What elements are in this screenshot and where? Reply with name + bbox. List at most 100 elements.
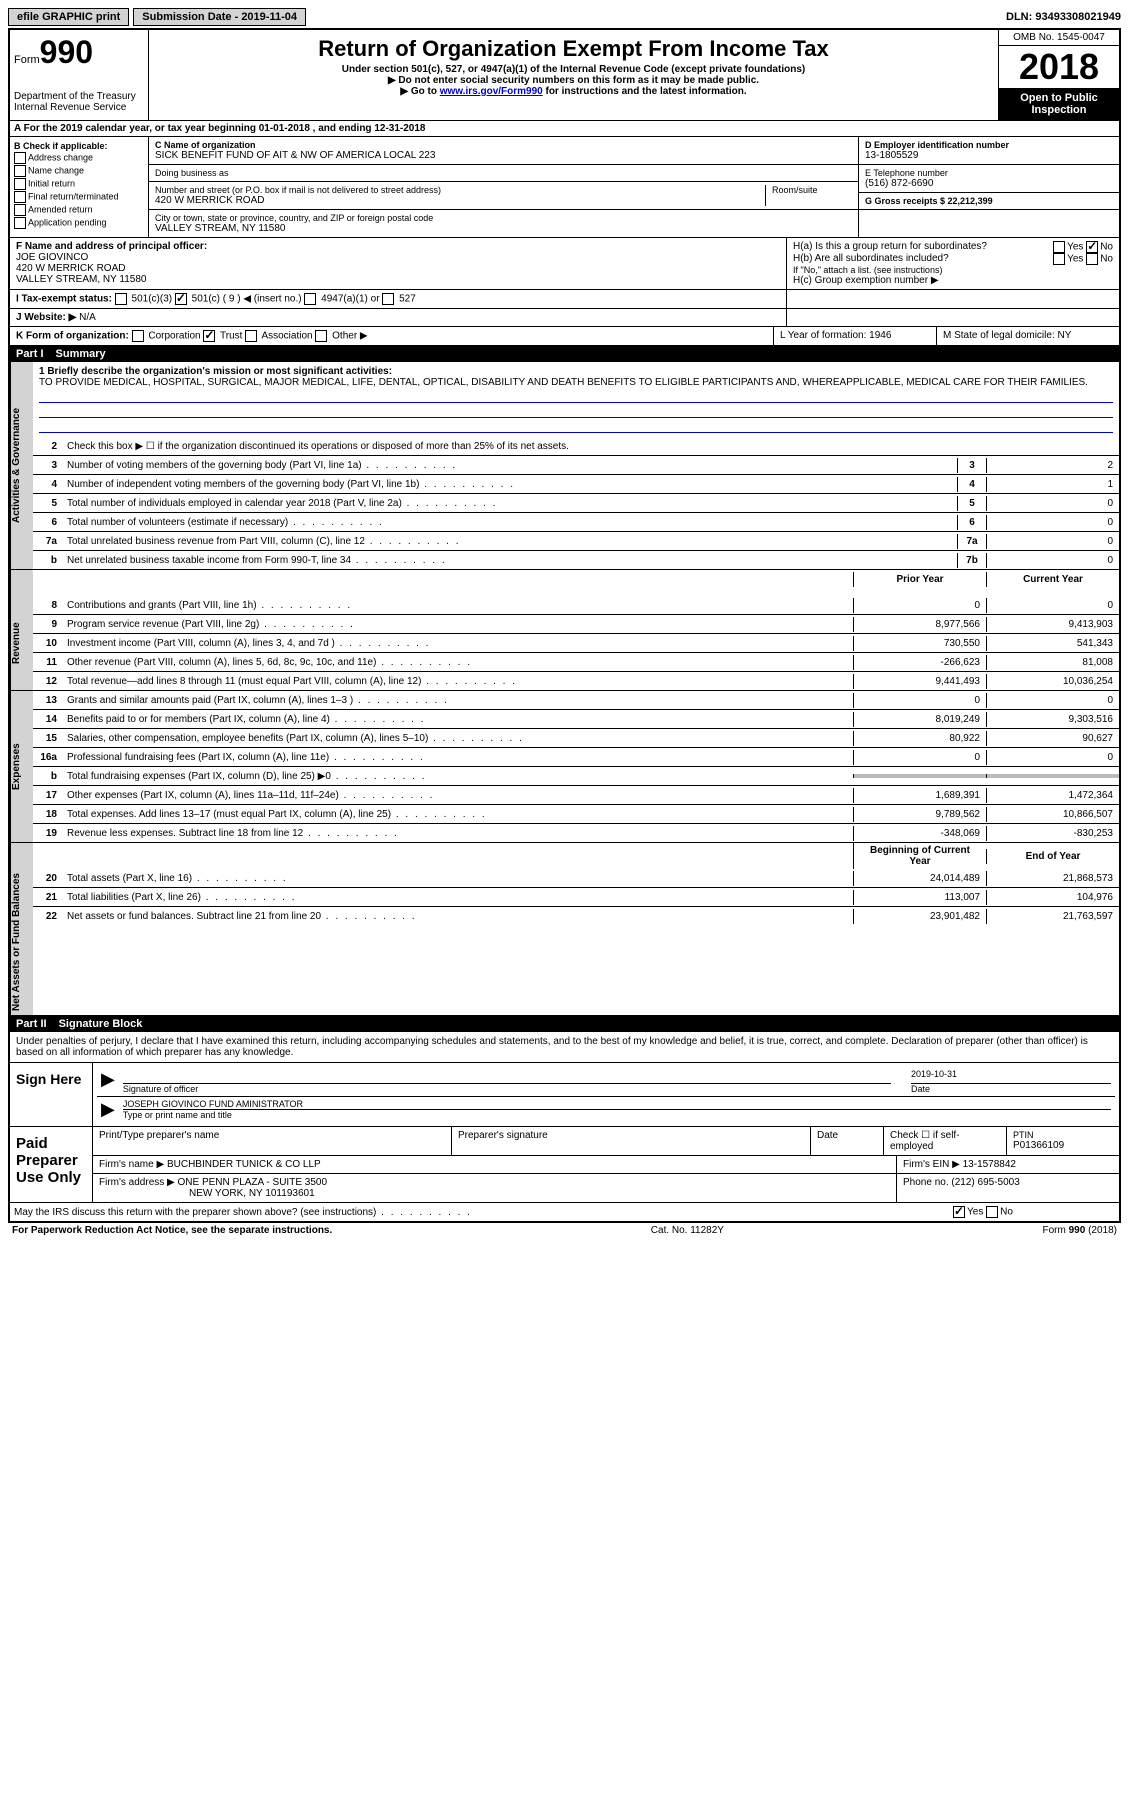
section-j: J Website: ▶ N/A (10, 309, 1119, 327)
tax-year: 2018 (999, 46, 1119, 88)
checkbox-application-pending[interactable] (14, 217, 26, 229)
line-item: 21 Total liabilities (Part X, line 26) 1… (33, 888, 1119, 907)
ha-yes[interactable] (1053, 241, 1065, 253)
officer-addr1: 420 W MERRICK ROAD (16, 263, 780, 274)
firm-phone-label: Phone no. (903, 1177, 949, 1188)
prep-name-label: Print/Type preparer's name (93, 1127, 452, 1155)
line-item: 9 Program service revenue (Part VIII, li… (33, 615, 1119, 634)
line1-label: 1 Briefly describe the organization's mi… (39, 366, 1113, 377)
footer: For Paperwork Reduction Act Notice, see … (8, 1223, 1121, 1238)
line2-desc: Check this box ▶ ☐ if the organization d… (63, 439, 1119, 454)
ptin-value: P01366109 (1013, 1140, 1113, 1151)
checkbox-final-return[interactable] (14, 191, 26, 203)
arrow-icon: ▶ (101, 1069, 115, 1094)
form-header: Form990 Department of the Treasury Inter… (10, 30, 1119, 121)
section-l: L Year of formation: 1946 (774, 327, 937, 345)
ha-no[interactable] (1086, 241, 1098, 253)
i-label: I Tax-exempt status: (16, 294, 112, 305)
section-b: B Check if applicable: Address change Na… (10, 137, 149, 237)
top-bar: efile GRAPHIC print Submission Date - 20… (8, 8, 1121, 26)
k-assoc[interactable] (245, 330, 257, 342)
part1-title: Summary (56, 348, 106, 360)
j-label: J Website: ▶ (16, 312, 76, 323)
discuss-yes[interactable] (953, 1206, 965, 1218)
line-item: b Total fundraising expenses (Part IX, c… (33, 767, 1119, 786)
k-trust[interactable] (203, 330, 215, 342)
type-name-label: Type or print name and title (123, 1110, 1111, 1120)
f-label: F Name and address of principal officer: (16, 241, 780, 252)
section-c: C Name of organization SICK BENEFIT FUND… (149, 137, 859, 237)
line-item: 22 Net assets or fund balances. Subtract… (33, 907, 1119, 925)
part2-label: Part II (16, 1018, 47, 1030)
checkbox-address-change[interactable] (14, 152, 26, 164)
gross-receipts: G Gross receipts $ 22,212,399 (865, 196, 1113, 206)
row-fh: F Name and address of principal officer:… (10, 238, 1119, 290)
line-item: 15 Salaries, other compensation, employe… (33, 729, 1119, 748)
section-klm: K Form of organization: Corporation Trus… (10, 327, 1119, 346)
end-year-header: End of Year (986, 849, 1119, 864)
netassets-header-row: Beginning of Current Year End of Year (10, 843, 1119, 869)
netassets-section: Net Assets or Fund Balances 20 Total ass… (10, 869, 1119, 1016)
k-corp[interactable] (132, 330, 144, 342)
hb-no[interactable] (1086, 253, 1098, 265)
checkbox-amended[interactable] (14, 204, 26, 216)
line-item: 16a Professional fundraising fees (Part … (33, 748, 1119, 767)
discuss-row: May the IRS discuss this return with the… (10, 1203, 1119, 1221)
ptin-label: PTIN (1013, 1130, 1113, 1140)
subtitle-3-post: for instructions and the latest informat… (543, 86, 747, 97)
website-value: N/A (79, 312, 96, 323)
c-name-label: C Name of organization (155, 140, 852, 150)
section-h: H(a) Is this a group return for subordin… (787, 238, 1119, 289)
date-label: Date (911, 1084, 1111, 1094)
form-number: 990 (40, 34, 93, 70)
irs-link[interactable]: www.irs.gov/Form990 (440, 86, 543, 97)
subtitle-3-pre: ▶ Go to (400, 86, 439, 97)
header-right: OMB No. 1545-0047 2018 Open to Public In… (998, 30, 1119, 120)
paid-preparer-section: Paid Preparer Use Only Print/Type prepar… (10, 1127, 1119, 1203)
part2-title: Signature Block (59, 1018, 143, 1030)
line-item: 6 Total number of volunteers (estimate i… (33, 513, 1119, 532)
i-4947[interactable] (304, 293, 316, 305)
revenue-header-row: Prior Year Current Year (10, 570, 1119, 596)
firm-ein-label: Firm's EIN ▶ (903, 1159, 960, 1170)
sig-date: 2019-10-31 (911, 1069, 1111, 1084)
section-f: F Name and address of principal officer:… (10, 238, 787, 289)
i-527[interactable] (382, 293, 394, 305)
line-item: 18 Total expenses. Add lines 13–17 (must… (33, 805, 1119, 824)
i-501c[interactable] (175, 293, 187, 305)
checkbox-name-change[interactable] (14, 165, 26, 177)
submission-date-button[interactable]: Submission Date - 2019-11-04 (133, 8, 306, 26)
phone-label-e: E Telephone number (865, 168, 1113, 178)
current-year-header: Current Year (986, 572, 1119, 587)
firm-ein: 13-1578842 (963, 1159, 1016, 1170)
sig-officer-label: Signature of officer (123, 1084, 891, 1094)
line-item: 4 Number of independent voting members o… (33, 475, 1119, 494)
header-left: Form990 Department of the Treasury Inter… (10, 30, 149, 120)
line-item: 20 Total assets (Part X, line 16) 24,014… (33, 869, 1119, 888)
hb-yes[interactable] (1053, 253, 1065, 265)
firm-addr-label: Firm's address ▶ (99, 1177, 175, 1188)
i-501c3[interactable] (115, 293, 127, 305)
mission-text: TO PROVIDE MEDICAL, HOSPITAL, SURGICAL, … (39, 377, 1113, 388)
vtab-revenue: Revenue (10, 596, 33, 690)
line-item: 5 Total number of individuals employed i… (33, 494, 1119, 513)
line-item: 17 Other expenses (Part IX, column (A), … (33, 786, 1119, 805)
discuss-label: May the IRS discuss this return with the… (10, 1205, 947, 1220)
discuss-no[interactable] (986, 1206, 998, 1218)
sign-here-section: Sign Here ▶ Signature of officer 2019-10… (10, 1063, 1119, 1127)
section-m: M State of legal domicile: NY (937, 327, 1119, 345)
prior-year-header: Prior Year (853, 572, 986, 587)
k-label: K Form of organization: (16, 331, 129, 342)
vtab-expenses: Expenses (10, 691, 33, 842)
firm-name: BUCHBINDER TUNICK & CO LLP (167, 1159, 321, 1170)
form-label: Form (14, 54, 40, 66)
org-name: SICK BENEFIT FUND OF AIT & NW OF AMERICA… (155, 150, 852, 161)
line-item: 19 Revenue less expenses. Subtract line … (33, 824, 1119, 842)
line-item: 7a Total unrelated business revenue from… (33, 532, 1119, 551)
arrow-icon-2: ▶ (101, 1099, 115, 1120)
efile-button[interactable]: efile GRAPHIC print (8, 8, 129, 26)
k-other[interactable] (315, 330, 327, 342)
checkbox-initial-return[interactable] (14, 178, 26, 190)
sign-here-label: Sign Here (10, 1063, 93, 1126)
prep-date-label: Date (811, 1127, 884, 1155)
